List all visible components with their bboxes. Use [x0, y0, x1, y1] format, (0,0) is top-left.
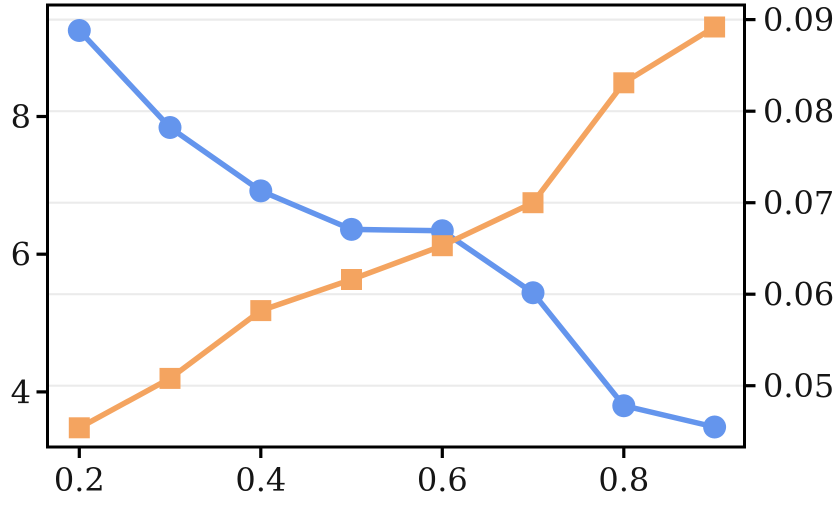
blue-circle-series-marker	[340, 217, 363, 241]
orange-square-series-marker	[431, 235, 453, 257]
orange-square-series-marker	[341, 269, 362, 290]
blue-circle-series-marker	[612, 394, 636, 418]
orange-square-series-marker	[250, 300, 272, 322]
x-axis-tick-label: 0.2	[54, 461, 105, 499]
right-y-axis-tick-label: 0.09	[763, 1, 834, 39]
blue-circle-series-marker	[249, 179, 273, 203]
orange-square-series-marker	[522, 192, 544, 214]
right-y-axis-tick-label: 0.07	[763, 184, 834, 222]
x-axis-tick-label: 0.6	[417, 461, 468, 499]
left-y-axis-tick-label: 6	[11, 236, 31, 274]
orange-square-series-marker	[159, 367, 181, 389]
left-y-axis-tick-label: 4	[11, 373, 31, 411]
blue-circle-series-line	[76, 27, 718, 430]
plot-border	[46, 3, 746, 449]
orange-square-series-line	[76, 24, 718, 431]
left-y-axis-tick-label: 8	[11, 98, 31, 136]
right-y-axis-tick-label: 0.06	[763, 276, 834, 314]
orange-square-series-marker	[613, 72, 635, 94]
blue-circle-series-marker	[703, 415, 727, 439]
blue-circle-series-marker	[521, 281, 545, 305]
x-axis-tick-label: 0.8	[598, 461, 649, 499]
blue-circle-series-marker	[158, 116, 182, 139]
right-y-axis-tick-label: 0.08	[763, 93, 834, 131]
blue-circle-series-marker	[67, 19, 91, 42]
orange-square-series-marker	[704, 16, 726, 38]
right-y-axis-tick-label: 0.05	[763, 367, 834, 405]
orange-square-series-marker	[68, 417, 90, 439]
x-axis-tick-label: 0.4	[235, 461, 286, 499]
